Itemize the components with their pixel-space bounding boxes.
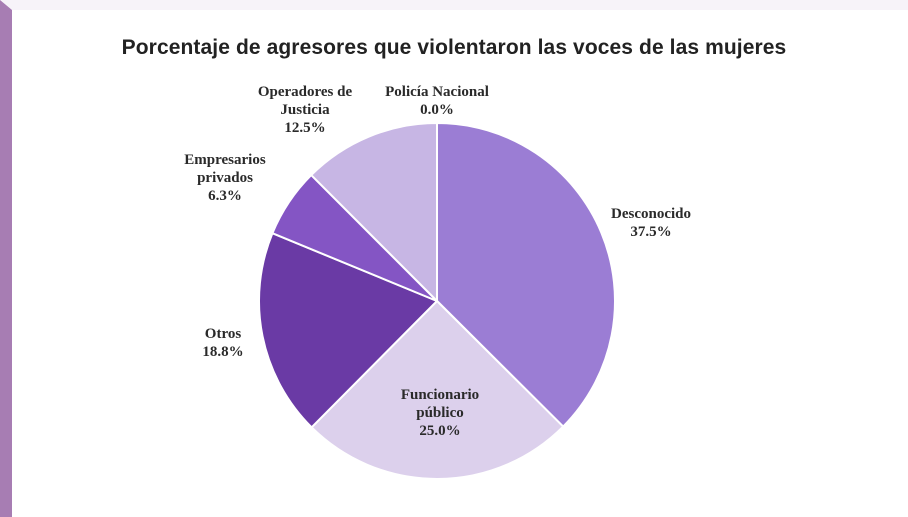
slice-otros-label: Otros 18.8% (202, 326, 243, 360)
slice-funcionario-publico (310, 300, 565, 480)
pie-labels: Desconocido 37.5% Funcionario público 25.0% O… (184, 84, 691, 439)
slice-funcionario-publico-label: Funcionario público 25.0% (401, 387, 479, 439)
slice-otros (258, 232, 438, 429)
slice-percent-label: 37.5% (630, 224, 671, 240)
slice-desconocido (436, 122, 616, 428)
slice-desconocido-label: Desconocido 37.5% (611, 206, 691, 240)
slice-name-label: público (416, 405, 464, 421)
slice-name-label: Funcionario (401, 387, 479, 403)
chart-title: Porcentaje de agresores que violentaron … (121, 36, 787, 59)
slice-policia-nacional-label: Policía Nacional 0.0% (385, 84, 489, 118)
slice-name-label: Policía Nacional (385, 84, 489, 100)
slice-name-label: Operadores de (258, 84, 353, 100)
slice-empresarios-privados-label: Empresarios privados 6.3% (184, 152, 266, 204)
pie-slices (258, 122, 616, 480)
slice-name-label: Justicia (280, 102, 330, 118)
slice-percent-label: 0.0% (420, 102, 454, 118)
slice-percent-label: 12.5% (284, 120, 325, 136)
slice-percent-label: 6.3% (208, 188, 242, 204)
slice-percent-label: 25.0% (419, 423, 460, 439)
slice-percent-label: 18.8% (202, 344, 243, 360)
slice-name-label: Desconocido (611, 206, 691, 222)
slice-name-label: privados (197, 170, 253, 186)
slice-name-label: Empresarios (184, 152, 266, 168)
slice-operadores-de-justicia (310, 122, 438, 302)
slice-operadores-de-justicia-label: Operadores de Justicia 12.5% (258, 84, 353, 136)
slice-name-label: Otros (205, 326, 242, 342)
